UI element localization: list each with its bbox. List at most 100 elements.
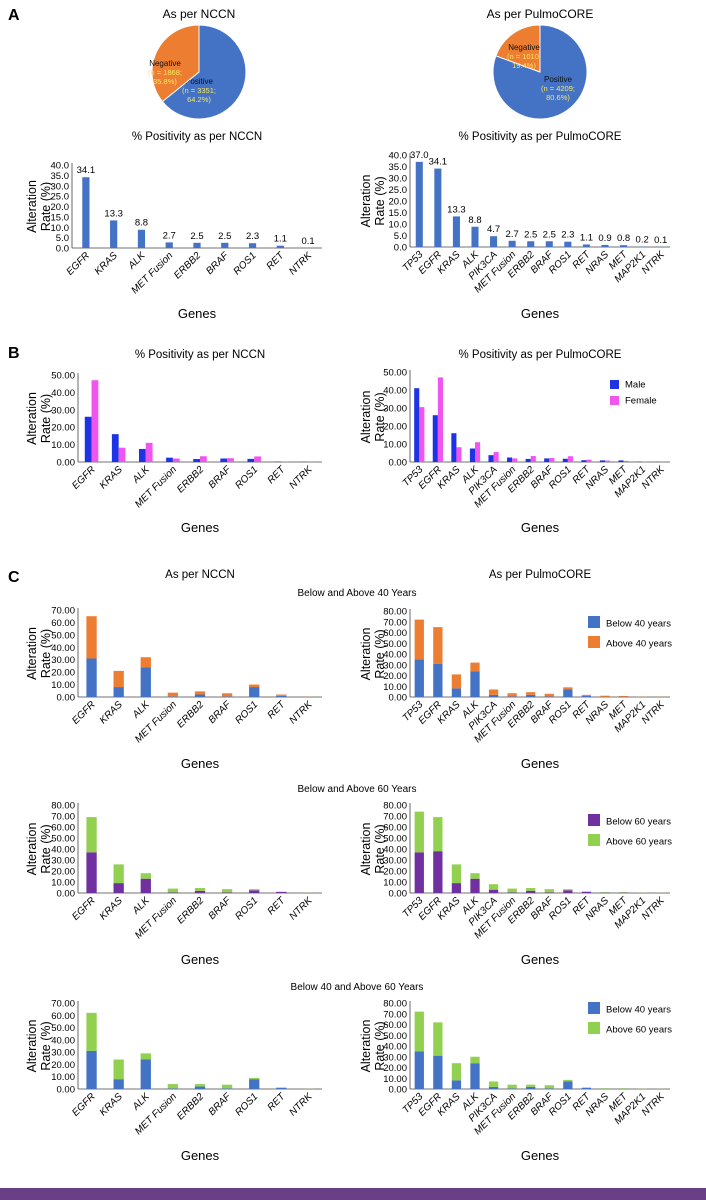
bar-segment-above-40-years-tp53 [414, 619, 424, 660]
data-label: 0.8 [617, 233, 630, 244]
x-tick-label: KRAS [93, 250, 120, 277]
bar-segment-above-60-years-ros1 [249, 889, 260, 891]
y-tick-label: 50.00 [51, 1023, 75, 1034]
y-tick-label: 40.0 [51, 161, 70, 172]
bar-segment-below-60-years-met-fusion [167, 892, 179, 893]
bar-segment-above-60-years-met [618, 1088, 629, 1089]
bar-male-tp53 [414, 388, 420, 462]
y-tick-label: 35.0 [51, 171, 70, 182]
legend-swatch-above-60-years [588, 1022, 600, 1034]
bar-segment-above-40-years-ret [276, 694, 287, 696]
y-axis-label: Alteration [25, 823, 39, 876]
bar-segment-above-40-years-egfr [433, 627, 443, 664]
bar-segment-above-60-years-ret [581, 1087, 592, 1088]
legend-label: Above 60 years [606, 837, 672, 848]
bar-segment-below-40-years-erbb2 [194, 1086, 206, 1089]
bar-male-nras [599, 460, 605, 462]
x-tick-label: RET [266, 464, 289, 487]
bar-segment-above-60-years-met-fusion [167, 888, 179, 893]
legend-label: Male [625, 380, 646, 391]
data-label: 0.9 [598, 233, 611, 244]
panel-label-b: B [8, 345, 20, 362]
y-axis-label: Alteration [359, 1020, 373, 1073]
x-tick-label: NTRK [288, 698, 316, 726]
bar-segment-below-60-years-erbb2 [526, 890, 536, 893]
x-tick-label: ROS1 [233, 895, 260, 922]
bar-male-alk [139, 448, 146, 462]
bar-segment-above-40-years-ret [581, 694, 592, 696]
bar-male-ret [581, 460, 587, 462]
bar-segment-below-60-years-braf [221, 892, 233, 893]
bar-male-erbb2 [193, 459, 200, 462]
bar-ret [276, 245, 284, 248]
bar-segment-below-60-years-met-fusion [507, 892, 517, 893]
bar-segment-above-40-years-met [618, 695, 629, 697]
bar-segment-below-40-years-alk [470, 1063, 480, 1089]
y-tick-label: 0.00 [389, 1085, 408, 1096]
chart-title: % Positivity as per NCCN [132, 131, 262, 143]
bar-segment-below-40-years-kras [451, 688, 462, 697]
bar-male-ros1 [247, 458, 255, 462]
bar-segment-above-60-years-alk [140, 873, 151, 879]
y-tick-label: 10.00 [51, 440, 75, 451]
bar-segment-below-60-years-ros1 [249, 890, 260, 893]
bar-segment-above-60-years-nras [600, 1088, 610, 1089]
bar-male-alk [469, 448, 475, 462]
y-tick-label: 50.00 [383, 834, 407, 845]
pie-slice-label: (n = 3351; [182, 86, 216, 95]
legend-label: Below 40 years [606, 619, 671, 630]
bar-segment-above-40-years-braf [221, 693, 233, 697]
y-tick-label: 10.0 [51, 223, 70, 234]
x-tick-label: KRAS [98, 1091, 125, 1118]
bar-segment-below-40-years-tp53 [414, 659, 424, 697]
y-tick-label: 40.00 [383, 650, 407, 661]
bar-female-met [623, 460, 629, 462]
y-tick-label: 70.00 [51, 606, 75, 617]
legend-label: Below 40 years [606, 1005, 671, 1016]
data-label: 1.1 [274, 234, 287, 245]
y-tick-label: 50.00 [51, 630, 75, 641]
bar-segment-above-40-years-kras [113, 670, 124, 688]
x-tick-label: NTRK [288, 1090, 316, 1118]
bar-braf [545, 241, 553, 247]
chart-title: As per NCCN [165, 569, 235, 581]
bar-female-nras [605, 460, 611, 462]
bar-female-erbb2 [200, 456, 207, 462]
x-tick-label: NTRK [287, 249, 315, 277]
bar-female-tp53 [419, 407, 425, 462]
y-tick-label: 80.00 [383, 801, 407, 812]
bar-segment-above-40-years-ros1 [249, 684, 260, 688]
y-tick-label: 50.00 [51, 371, 75, 382]
y-tick-label: 40.00 [51, 1035, 75, 1046]
bar-female-kras [456, 447, 462, 462]
y-axis-label: Rate (%) [39, 182, 53, 231]
bar-segment-below-40-years-pik3ca [488, 1086, 499, 1089]
bar-male-kras [451, 433, 457, 462]
y-tick-label: 30.00 [383, 1052, 407, 1063]
bar-ros1 [248, 243, 257, 248]
bar-segment-below-40-years-ret [276, 1087, 287, 1089]
bar-female-ros1 [254, 456, 261, 462]
y-tick-label: 10.00 [51, 878, 75, 889]
bar-alk [137, 229, 146, 248]
bar-segment-above-60-years-erbb2 [526, 1084, 536, 1087]
bar-male-erbb2 [525, 458, 531, 462]
bar-segment-below-60-years-egfr [433, 851, 443, 893]
x-tick-label: ALK [130, 1090, 153, 1113]
y-tick-label: 40.00 [51, 643, 75, 654]
bottom-accent-bar [0, 1188, 706, 1200]
x-tick-label: NTRK [640, 248, 668, 276]
bar-segment-above-60-years-met-fusion [507, 888, 517, 893]
x-axis-label: Genes [521, 756, 560, 771]
bar-male-braf [220, 458, 228, 462]
y-axis-label: Alteration [25, 392, 39, 445]
bar-segment-above-60-years-egfr [86, 817, 97, 853]
bar-segment-above-60-years-kras [113, 864, 124, 884]
y-axis-label: Alteration [25, 1020, 39, 1073]
bar-egfr [82, 177, 90, 248]
y-tick-label: 70.00 [383, 812, 407, 823]
bar-segment-above-60-years-erbb2 [526, 888, 536, 891]
bar-male-met-fusion [166, 457, 173, 462]
data-label: 2.5 [524, 229, 537, 240]
bar-female-egfr [91, 380, 99, 462]
